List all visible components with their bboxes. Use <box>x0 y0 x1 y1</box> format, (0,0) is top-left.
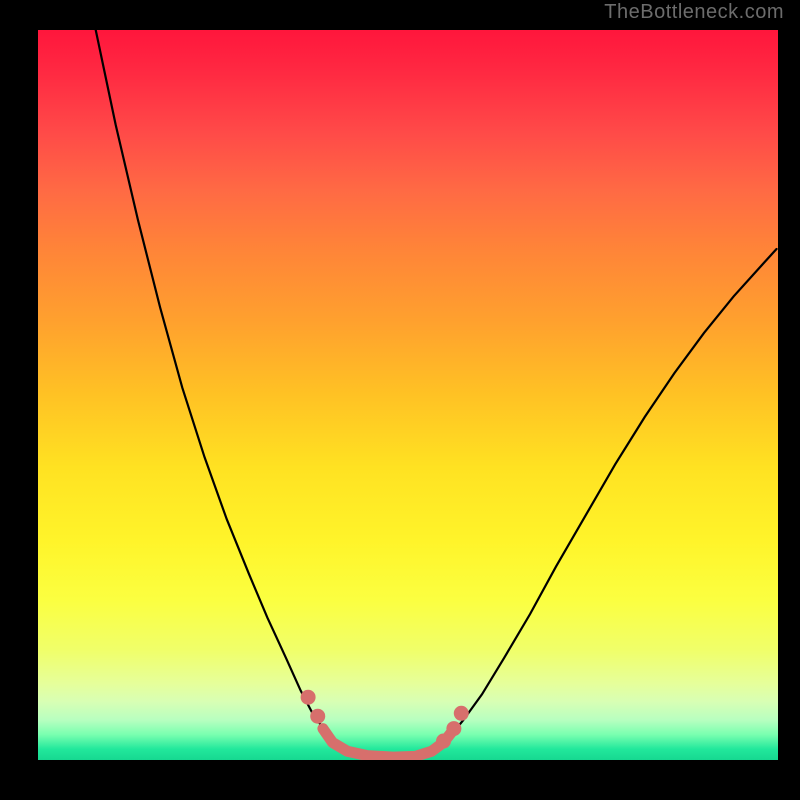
plot-svg <box>38 30 778 760</box>
highlight-marker <box>436 734 451 749</box>
plot-area <box>38 30 778 760</box>
highlight-marker <box>310 709 325 724</box>
watermark-text: TheBottleneck.com <box>604 1 784 24</box>
chart-stage: TheBottleneck.com <box>0 0 800 800</box>
highlight-marker <box>454 706 469 721</box>
highlight-marker <box>446 721 461 736</box>
highlight-marker <box>301 690 316 705</box>
